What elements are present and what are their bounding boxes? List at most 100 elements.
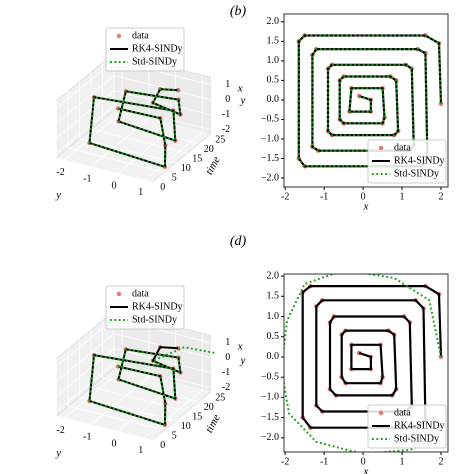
x-axis-label: y bbox=[55, 447, 61, 459]
series-line bbox=[88, 346, 182, 426]
grid-line bbox=[56, 415, 153, 441]
legend-label: Std-SINDy bbox=[394, 433, 439, 444]
y-tick-label: −0.5 bbox=[261, 114, 279, 125]
y-tick-label: 25 bbox=[215, 393, 225, 404]
y-tick-label: −2.0 bbox=[261, 172, 279, 183]
z-tick-label: 0 bbox=[225, 352, 230, 363]
grid-line bbox=[117, 383, 176, 432]
x-tick-label: -1 bbox=[320, 456, 328, 467]
y-tick-label: −1.0 bbox=[261, 392, 279, 403]
y-tick-label: 15 bbox=[192, 154, 202, 165]
grid-line bbox=[64, 111, 123, 160]
grid-line bbox=[90, 128, 188, 154]
axes-frame bbox=[283, 273, 449, 453]
grid-line bbox=[91, 376, 150, 425]
grid-line bbox=[64, 369, 123, 418]
y-tick-label: −2.0 bbox=[261, 432, 279, 443]
y-axis-label: y bbox=[240, 355, 246, 367]
y-tick-label: 0.5 bbox=[267, 331, 280, 342]
grid-line bbox=[144, 389, 203, 439]
y-tick-label: −1.0 bbox=[261, 133, 279, 144]
legend-label: RK4-SINDy bbox=[132, 43, 183, 54]
y-axis-label: y bbox=[240, 95, 246, 107]
legend-box bbox=[367, 404, 447, 449]
x-tick-label: 0 bbox=[112, 180, 117, 191]
grid-line bbox=[56, 318, 115, 367]
y-tick-label: 20 bbox=[204, 402, 214, 413]
grid-line bbox=[56, 333, 115, 382]
legend-label: RK4-SINDy bbox=[132, 301, 183, 312]
y-tick-label: 2.0 bbox=[267, 16, 280, 27]
y-tick-label: 1.5 bbox=[267, 291, 280, 302]
x-tick-label: -2 bbox=[281, 191, 289, 202]
grid-line bbox=[56, 363, 115, 412]
z-tick-label: -1 bbox=[222, 367, 230, 378]
legend-marker bbox=[116, 33, 122, 39]
x-axis-label: y bbox=[55, 189, 61, 201]
y-axis-label: time bbox=[203, 412, 223, 434]
grid-line bbox=[56, 60, 115, 109]
y-tick-label: −0.5 bbox=[261, 371, 279, 382]
series-line bbox=[88, 88, 182, 168]
grid-line bbox=[113, 348, 211, 374]
series-line bbox=[297, 34, 442, 168]
y-tick-label: 1.5 bbox=[267, 36, 280, 47]
legend-box bbox=[105, 27, 185, 72]
z-tick-label: -1 bbox=[222, 109, 230, 120]
x-tick-label: 0 bbox=[361, 191, 366, 202]
x-tick-label: -1 bbox=[83, 432, 91, 443]
x-tick-label: -2 bbox=[56, 167, 64, 178]
series-line bbox=[301, 285, 443, 429]
panel-label: (b) bbox=[230, 4, 247, 19]
x-tick-label: 1 bbox=[400, 191, 405, 202]
x-tick-label: -1 bbox=[320, 191, 328, 202]
x-tick-label: 2 bbox=[438, 456, 443, 467]
y-tick-label: 0.0 bbox=[267, 94, 280, 105]
y-tick-label: 15 bbox=[192, 412, 202, 423]
grid-line bbox=[113, 75, 211, 101]
legend-label: data bbox=[132, 30, 149, 41]
y-tick-label: −1.5 bbox=[261, 153, 279, 164]
x-tick-label: -2 bbox=[281, 456, 289, 467]
legend-box bbox=[367, 139, 447, 184]
x-tick-label: 2 bbox=[438, 191, 443, 202]
legend-label: data bbox=[132, 288, 149, 299]
grid-line bbox=[79, 138, 176, 164]
z-tick-label: -2 bbox=[222, 382, 230, 393]
grid-line bbox=[113, 109, 211, 135]
x-tick-label: -1 bbox=[83, 174, 91, 185]
axes-frame bbox=[283, 13, 449, 188]
grid-line bbox=[56, 75, 115, 124]
grid-line bbox=[113, 367, 211, 393]
panel-label: (d) bbox=[230, 234, 247, 249]
grid-line bbox=[117, 125, 176, 174]
grid-line bbox=[56, 157, 153, 183]
z-tick-label: 0 bbox=[225, 94, 230, 105]
legend-box bbox=[105, 285, 185, 330]
legend-label: RK4-SINDy bbox=[394, 420, 445, 431]
legend-marker bbox=[116, 291, 122, 297]
legend-label: data bbox=[394, 142, 411, 153]
x-axis-label: x bbox=[363, 466, 369, 474]
y-tick-label: 5 bbox=[172, 173, 177, 184]
y-tick-label: −1.5 bbox=[261, 412, 279, 423]
grid-line bbox=[67, 147, 165, 173]
legend-marker bbox=[378, 145, 384, 151]
grid-line bbox=[56, 105, 115, 154]
grid-line bbox=[79, 396, 176, 422]
y-tick-label: 20 bbox=[204, 144, 214, 155]
legend-label: Std-SINDy bbox=[132, 56, 177, 67]
y-tick-label: 0 bbox=[160, 182, 165, 193]
legend-label: Std-SINDy bbox=[394, 168, 439, 179]
y-tick-label: 10 bbox=[181, 163, 191, 174]
legend-marker bbox=[378, 410, 384, 416]
grid-line bbox=[144, 131, 203, 181]
y-tick-label: 2.0 bbox=[267, 270, 280, 281]
y-tick-label: 5 bbox=[172, 431, 177, 442]
legend-label: Std-SINDy bbox=[132, 314, 177, 325]
x-tick-label: 0 bbox=[112, 438, 117, 449]
x-tick-label: -2 bbox=[56, 425, 64, 436]
y-tick-label: 1.0 bbox=[267, 55, 280, 66]
y-axis-label: time bbox=[203, 154, 223, 176]
